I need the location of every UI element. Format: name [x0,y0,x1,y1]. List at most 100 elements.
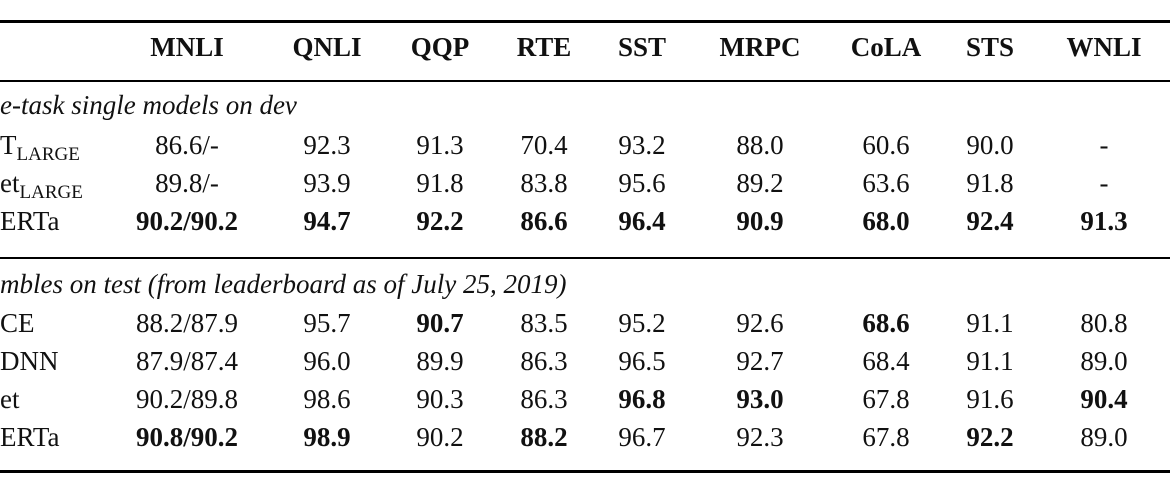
score-cell-qqp: 92.2 [416,206,464,236]
model-name: ERTa [0,202,120,240]
score-cell-mrpc: 92.7 [736,346,784,376]
model-name: TLARGE [0,126,120,165]
model-name-text: ERTa [0,206,60,236]
model-name-text: et [0,168,20,198]
score-cell-cola: 67.8 [862,422,910,452]
score-cell-mnli: 90.8/90.2 [135,422,238,452]
header-qqp: QQP [410,32,470,62]
model-name-text: ERTa [0,422,60,452]
score-cell-qnli: 94.7 [303,206,351,236]
score-cell-mrpc: 92.6 [736,308,784,338]
score-cell-mrpc: 89.2 [736,168,784,198]
score-cell-qqp: 91.3 [416,130,464,160]
score-cell-sst: 93.2 [618,130,666,160]
score-cell-mnli: 86.6/- [155,130,219,160]
table-row: ERTa 90.2/90.2 94.7 92.2 86.6 96.4 90.9 68.0 92.… [0,202,1170,240]
score-cell-mrpc: 93.0 [736,384,784,414]
score-cell-wnli: 89.0 [1080,346,1128,376]
score-cell-rte: 86.3 [520,346,568,376]
score-cell-cola: 68.6 [862,308,910,338]
score-cell-mrpc: 92.3 [736,422,784,452]
score-cell-sts: 91.1 [966,346,1014,376]
model-size-subscript: LARGE [19,182,83,203]
table-row: ERTa 90.8/90.2 98.9 90.2 88.2 96.7 92.3 67.8 92.… [0,418,1170,456]
model-name: etLARGE [0,164,120,203]
score-cell-sst: 95.2 [618,308,666,338]
model-name-text: et [0,384,20,414]
section-title-dev: e-task single models on dev [0,90,297,120]
header-wnli: WNLI [1066,32,1142,62]
model-name: ERTa [0,418,120,456]
score-cell-sst: 95.6 [618,168,666,198]
header-cola: CoLA [850,32,922,62]
score-cell-rte: 86.3 [520,384,568,414]
score-cell-qqp: 90.3 [416,384,464,414]
score-cell-mnli: 90.2/90.2 [135,206,238,236]
model-name: et [0,380,120,418]
model-name: CE [0,304,120,342]
score-cell-mnli: 88.2/87.9 [135,308,238,338]
score-cell-rte: 83.8 [520,168,568,198]
score-cell-wnli: 89.0 [1080,422,1128,452]
score-cell-wnli: 80.8 [1080,308,1128,338]
score-cell-qnli: 98.9 [303,422,351,452]
score-cell-rte: 83.5 [520,308,568,338]
score-cell-cola: 60.6 [862,130,910,160]
score-cell-sst: 96.8 [618,384,666,414]
score-cell-sst: 96.5 [618,346,666,376]
header-rule [0,80,1170,82]
score-cell-rte: 86.6 [520,206,568,236]
header-mnli: MNLI [150,32,224,62]
score-cell-qqp: 90.7 [416,308,464,338]
score-cell-wnli: 90.4 [1080,384,1128,414]
model-name: DNN [0,342,120,380]
table-row: CE 88.2/87.9 95.7 90.7 83.5 95.2 92.6 68.6 91.1 8… [0,304,1170,342]
model-name-text: DNN [0,346,59,376]
score-cell-sts: 91.6 [966,384,1014,414]
table-row: et 90.2/89.8 98.6 90.3 86.3 96.8 93.0 67.8 91.6 9… [0,380,1170,418]
model-size-subscript: LARGE [16,144,80,165]
score-cell-cola: 68.0 [862,206,910,236]
section-rule [0,257,1170,259]
score-cell-cola: 67.8 [862,384,910,414]
score-cell-sst: 96.7 [618,422,666,452]
score-cell-sst: 96.4 [618,206,666,236]
score-cell-mrpc: 88.0 [736,130,784,160]
score-cell-qqp: 89.9 [416,346,464,376]
table-row: etLARGE 89.8/- 93.9 91.8 83.8 95.6 89.2 63.6 91.… [0,164,1170,203]
header-mrpc: MRPC [719,32,801,62]
score-cell-sts: 91.8 [966,168,1014,198]
score-cell-mrpc: 90.9 [736,206,784,236]
table-row: TLARGE 86.6/- 92.3 91.3 70.4 93.2 88.0 60.6 90.0… [0,126,1170,165]
section-title-test: mbles on test (from leaderboard as of Ju… [0,269,567,299]
table-row: DNN 87.9/87.4 96.0 89.9 86.3 96.5 92.7 68.4 91.1… [0,342,1170,380]
score-cell-wnli: - [1099,130,1109,160]
model-name-text: CE [0,308,35,338]
score-cell-qnli: 96.0 [303,346,351,376]
score-cell-mnli: 90.2/89.8 [135,384,238,414]
bottom-rule [0,470,1170,473]
score-cell-qnli: 93.9 [303,168,351,198]
score-cell-cola: 68.4 [862,346,910,376]
model-name-text: T [0,130,17,160]
score-cell-sts: 91.1 [966,308,1014,338]
score-cell-qnli: 98.6 [303,384,351,414]
score-cell-mnli: 87.9/87.4 [135,346,238,376]
score-cell-wnli: 91.3 [1080,206,1128,236]
header-qnli: QNLI [292,32,362,62]
score-cell-cola: 63.6 [862,168,910,198]
score-cell-rte: 70.4 [520,130,568,160]
score-cell-qnli: 92.3 [303,130,351,160]
header-sts: STS [965,32,1015,62]
header-sst: SST [617,32,667,62]
score-cell-sts: 90.0 [966,130,1014,160]
score-cell-qqp: 91.8 [416,168,464,198]
score-cell-sts: 92.4 [966,206,1014,236]
score-cell-mnli: 89.8/- [155,168,219,198]
header-rte: RTE [516,32,572,62]
score-cell-qqp: 90.2 [416,422,464,452]
score-cell-qnli: 95.7 [303,308,351,338]
score-cell-sts: 92.2 [966,422,1014,452]
top-rule [0,20,1170,23]
score-cell-wnli: - [1099,168,1109,198]
